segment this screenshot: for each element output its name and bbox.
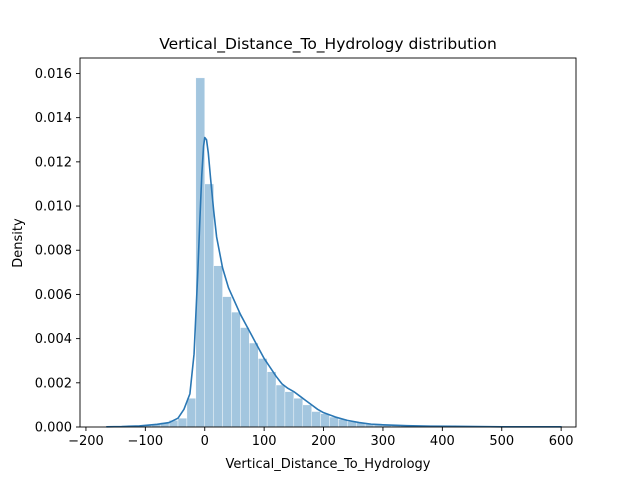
kde-line (105, 136, 562, 428)
histogram-bar (240, 327, 250, 428)
y-tick-label: 0.004 (35, 332, 72, 347)
x-tick-label: 100 (252, 434, 277, 449)
histogram-bar (231, 311, 241, 428)
y-tick-label: 0.006 (35, 288, 72, 303)
y-axis-ticks: 0.000 0.002 0.004 0.006 0.008 0.010 0.012 0.014… (35, 67, 80, 436)
x-tick-label: 0 (201, 434, 209, 449)
y-tick-label: 0.008 (35, 244, 72, 259)
kde-curve-group (105, 136, 562, 428)
y-tick-label: 0.000 (35, 421, 72, 436)
histogram-bar (177, 417, 188, 428)
histogram-bar (213, 265, 223, 428)
x-tick-label: 200 (311, 434, 336, 449)
histogram-bar (302, 404, 312, 428)
x-axis-label: Vertical_Distance_To_Hydrology (226, 457, 431, 472)
x-tick-label: 400 (430, 434, 455, 449)
histogram-bar (311, 411, 321, 428)
y-tick-label: 0.002 (35, 376, 72, 391)
histogram-bar (222, 296, 232, 428)
x-tick-label: 500 (489, 434, 514, 449)
histogram-bar (320, 413, 330, 428)
x-tick-label: 300 (371, 434, 396, 449)
y-tick-label: 0.012 (35, 155, 72, 170)
x-tick-label: 600 (549, 434, 574, 449)
histogram-bar (329, 416, 339, 428)
histogram-bar (293, 398, 303, 428)
histogram-bar (266, 371, 277, 428)
plot-frame (79, 57, 577, 428)
histogram-bar (195, 77, 205, 428)
y-tick-label: 0.010 (35, 200, 72, 215)
y-axis-label: Density (11, 218, 26, 268)
histogram-bars (106, 77, 562, 428)
histogram-bar (186, 398, 197, 428)
chart-title: Vertical_Distance_To_Hydrology distribut… (159, 35, 497, 54)
y-tick-label: 0.014 (35, 111, 72, 126)
histogram-bar (204, 183, 214, 428)
x-tick-label: −200 (68, 434, 104, 449)
histogram-bar (249, 342, 259, 428)
histogram-bar (258, 358, 268, 428)
y-tick-label: 0.016 (35, 67, 72, 82)
x-axis-ticks: −200 −100 0 100 200 300 400 500 600 (68, 427, 574, 449)
x-tick-label: −100 (127, 434, 163, 449)
histogram-bar (284, 391, 295, 428)
histogram-bar (275, 384, 286, 428)
